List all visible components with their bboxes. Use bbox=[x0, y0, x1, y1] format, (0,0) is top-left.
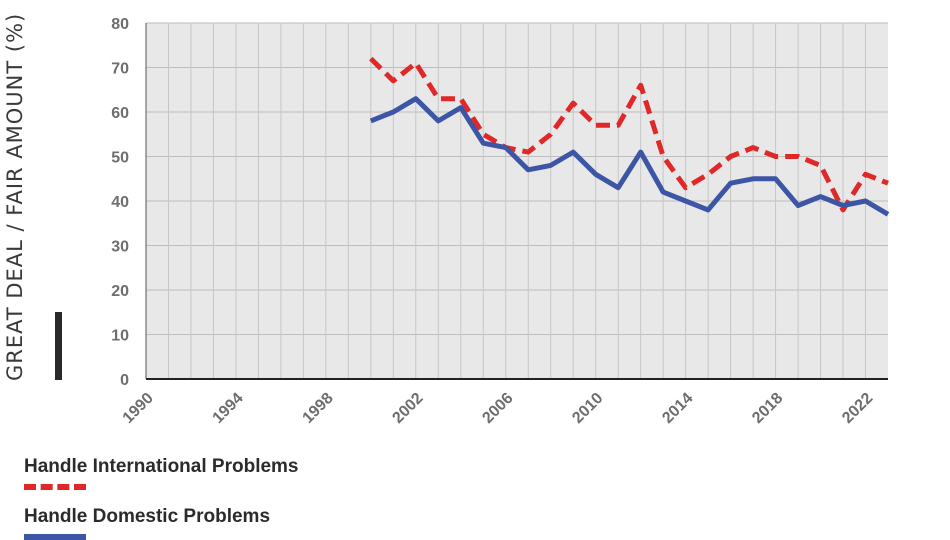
y-tick-label: 0 bbox=[120, 372, 129, 389]
legend-swatch-domestic bbox=[24, 534, 86, 540]
y-tick-label: 30 bbox=[111, 239, 129, 256]
grid-lines bbox=[146, 22, 888, 379]
x-tick-label: 2022 bbox=[839, 390, 876, 427]
y-tick-label: 80 bbox=[111, 16, 129, 33]
x-tick-label: 2002 bbox=[389, 390, 426, 427]
x-tick-label: 2010 bbox=[569, 390, 606, 427]
series-lines bbox=[369, 56, 890, 217]
y-axis-label: GREAT DEAL / FAIR AMOUNT (%) bbox=[3, 13, 27, 381]
y-tick-label: 70 bbox=[111, 61, 129, 78]
x-tick-labels: 1990 1994 1998 2002 2006 2010 2014 2018 2022 bbox=[120, 390, 877, 427]
y-tick-label: 40 bbox=[111, 194, 129, 211]
x-tick-label: 2018 bbox=[749, 390, 786, 427]
y-tick-label: 10 bbox=[111, 328, 129, 345]
y-tick-label: 60 bbox=[111, 105, 129, 122]
y-tick-labels: 0 10 20 30 40 50 60 70 80 bbox=[111, 16, 129, 389]
legend: Handle International Problems bbox=[24, 456, 299, 490]
x-tick-label: 1990 bbox=[120, 390, 157, 427]
series-line-international bbox=[369, 56, 889, 213]
legend: Handle Domestic Problems bbox=[24, 506, 270, 540]
legend-swatch-international bbox=[24, 484, 86, 490]
series-line-domestic bbox=[369, 96, 890, 217]
legend-label-domestic: Handle Domestic Problems bbox=[24, 506, 271, 527]
x-tick-label: 1998 bbox=[300, 390, 337, 427]
y-tick-label: 50 bbox=[111, 150, 129, 167]
x-tick-label: 2006 bbox=[479, 390, 516, 427]
y-axis-label-marker bbox=[55, 312, 62, 380]
legend-label-international: Handle International Problems bbox=[24, 456, 299, 477]
y-tick-label: 20 bbox=[111, 283, 129, 300]
x-tick-label: 1994 bbox=[210, 390, 247, 427]
x-tick-label: 2014 bbox=[659, 390, 696, 427]
